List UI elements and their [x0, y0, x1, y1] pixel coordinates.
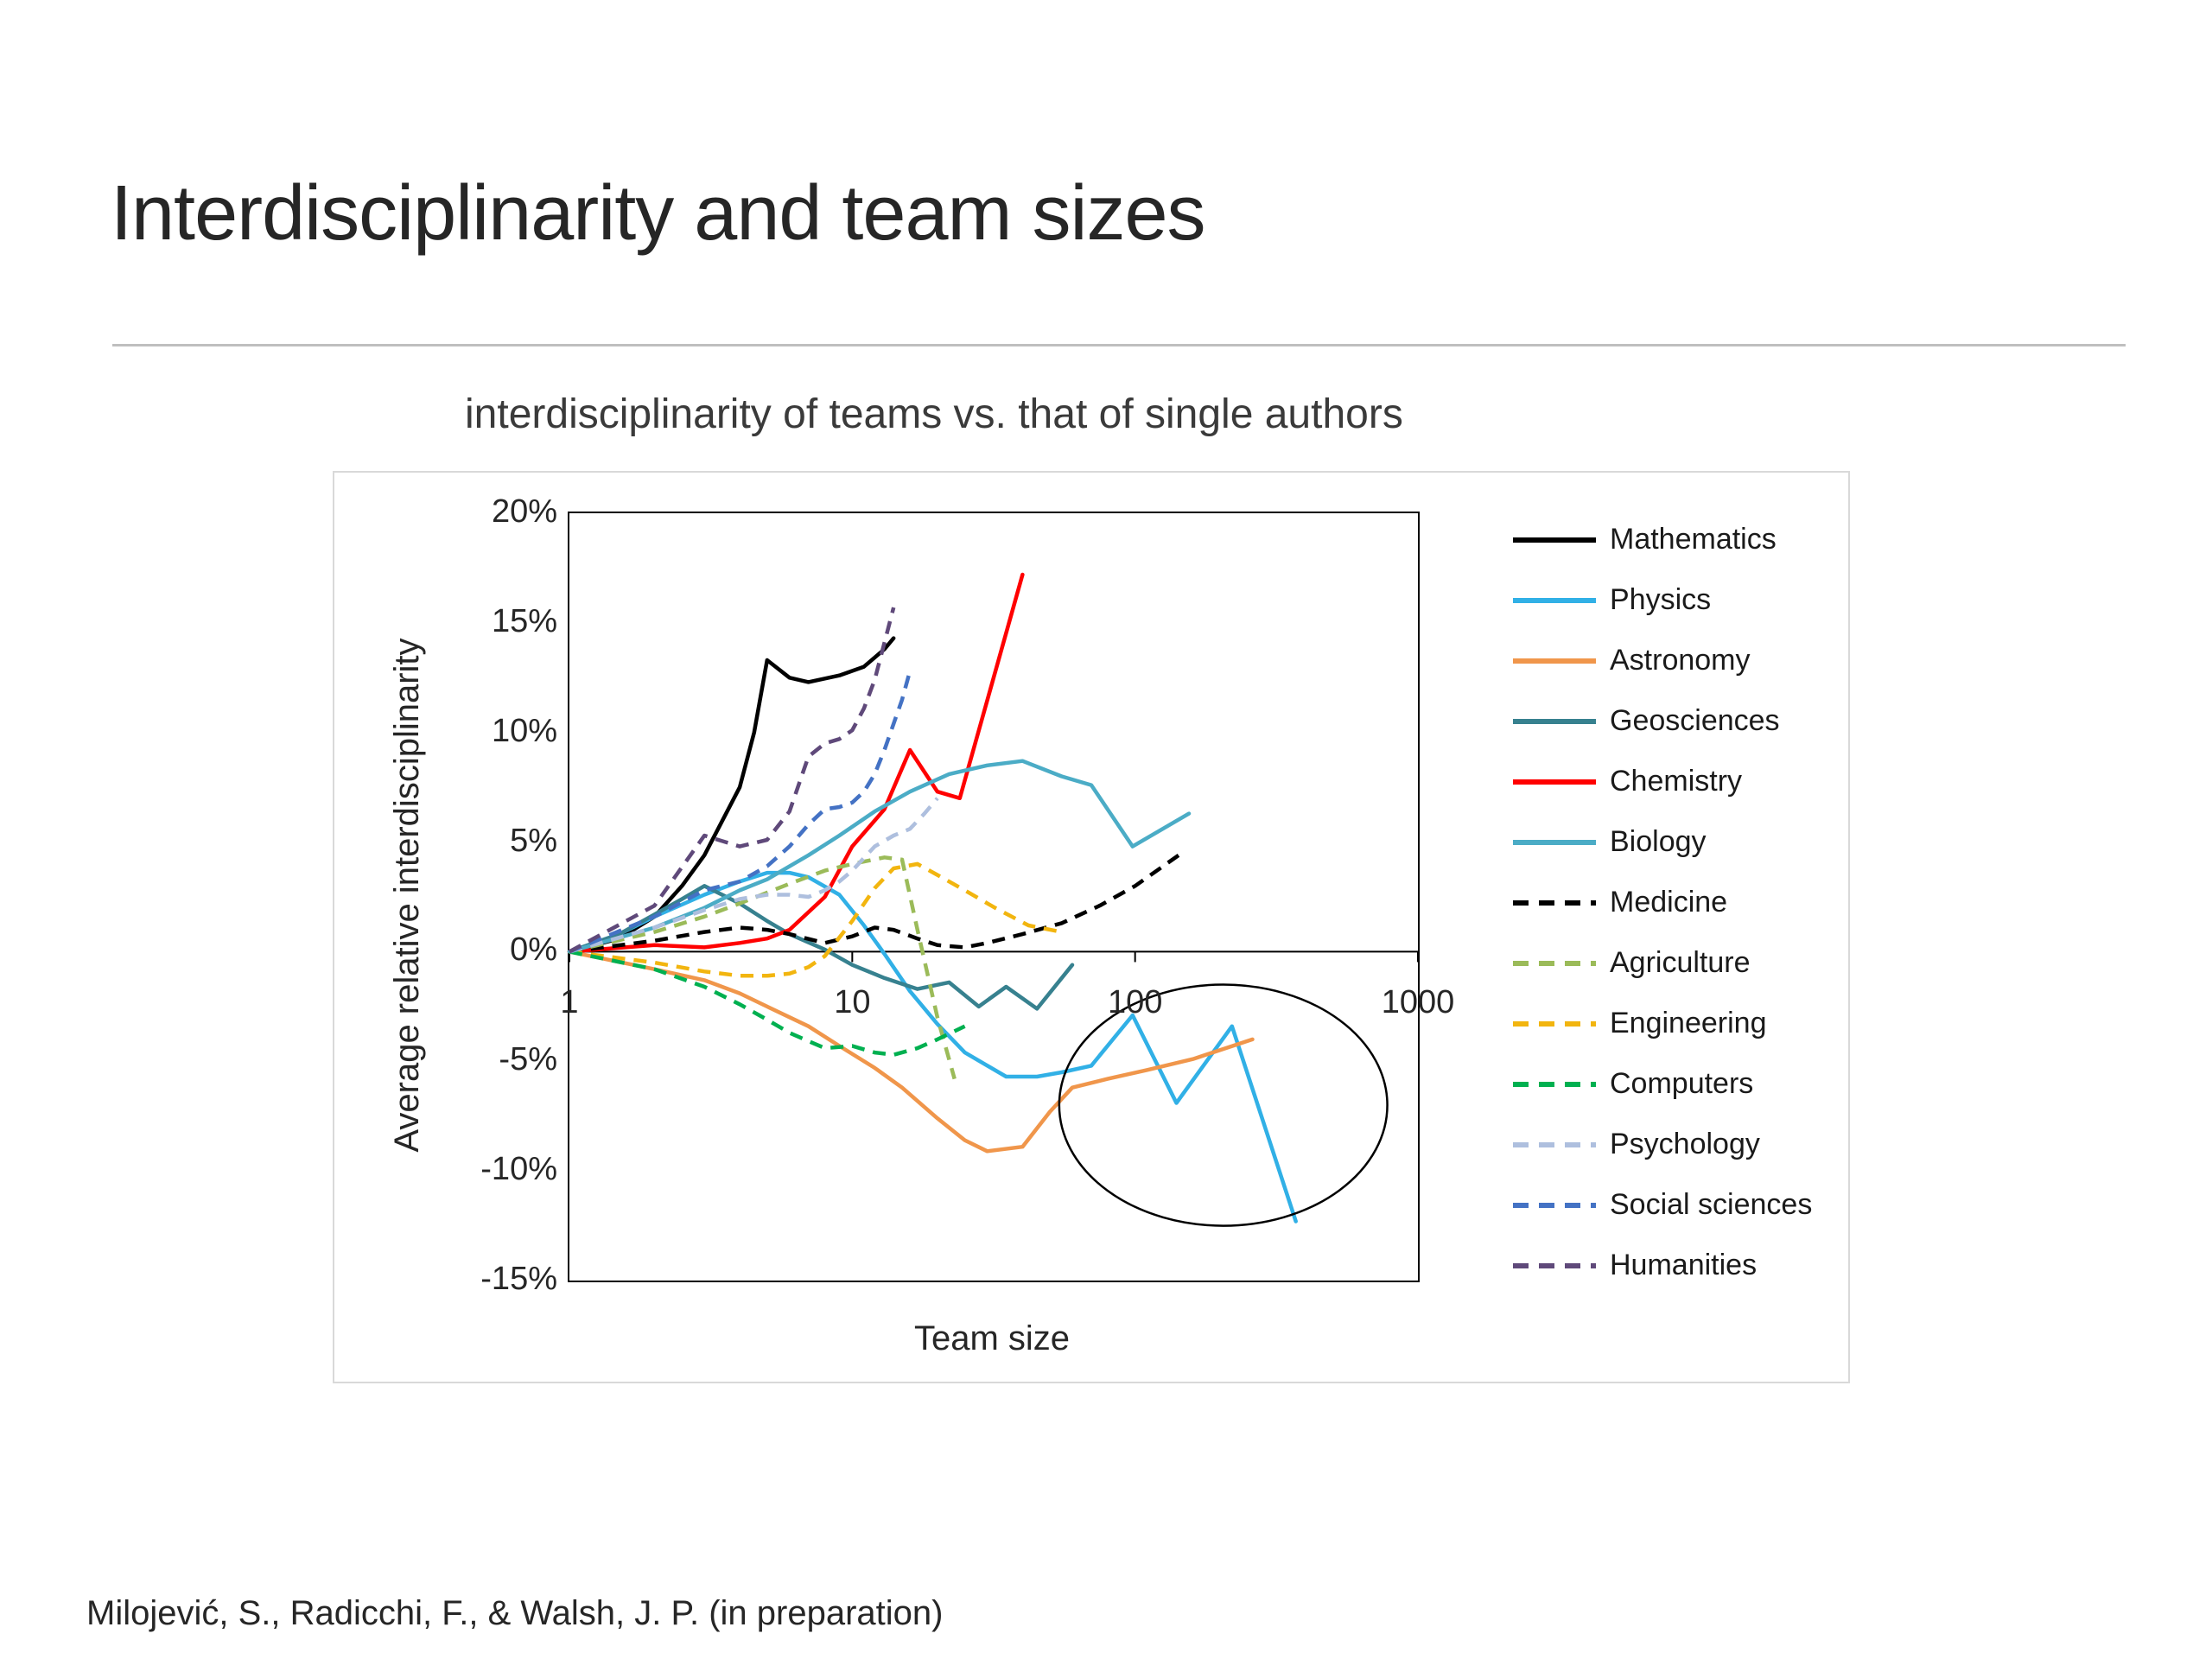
legend-label: Mathematics	[1610, 523, 1777, 556]
series-line-geosciences	[567, 884, 1075, 1011]
y-axis-title: Average relative interdisciplinarity	[388, 638, 426, 1153]
series-line-medicine	[569, 849, 1186, 954]
legend-label: Astronomy	[1610, 644, 1751, 677]
legend-item-physics: Physics	[1511, 583, 1812, 617]
legend-item-agriculture: Agriculture	[1511, 946, 1812, 980]
series-line-biology	[567, 759, 1192, 954]
series-line-chemistry	[567, 572, 1025, 954]
title-divider	[112, 344, 2126, 346]
legend-line-sample	[1513, 839, 1596, 845]
x-axis-title: Team size	[913, 1319, 1071, 1357]
legend-label: Medicine	[1610, 886, 1728, 918]
y-tick-label: -10%	[480, 1151, 557, 1188]
legend-label: Engineering	[1610, 1007, 1767, 1039]
legend-label: Biology	[1610, 825, 1707, 858]
legend-item-biology: Biology	[1511, 825, 1812, 859]
plot-svg	[567, 572, 1419, 1227]
series-line-physics	[567, 870, 1298, 1224]
legend-line-sample	[1513, 1262, 1596, 1268]
y-tick-label: 20%	[491, 493, 557, 530]
y-tick-label: 15%	[491, 602, 557, 639]
annotation-ellipse	[1058, 983, 1389, 1227]
legend-item-engineering: Engineering	[1511, 1007, 1812, 1040]
x-tick-label: 1000	[1381, 984, 1455, 1020]
legend-item-mathematics: Mathematics	[1511, 523, 1812, 556]
legend-label: Social sciences	[1610, 1188, 1813, 1221]
y-tick-label: 5%	[510, 822, 557, 859]
citation: Milojević, S., Radicchi, F., & Walsh, J.…	[86, 1594, 944, 1632]
legend-item-computers: Computers	[1511, 1067, 1812, 1101]
chart-title: interdisciplinarity of teams vs. that of…	[465, 391, 1403, 437]
y-axis-ticks: 20% 15% 10% 5% 0% -5% -10% -15%	[436, 494, 557, 1296]
legend-label: Physics	[1610, 583, 1712, 616]
legend-item-medicine: Medicine	[1511, 886, 1812, 919]
legend-item-geosciences: Geosciences	[1511, 704, 1812, 738]
chart-legend: Mathematics Physics Astronomy Geosciences Ch…	[1511, 523, 1812, 1282]
legend-label: Geosciences	[1610, 704, 1780, 737]
legend-label: Humanities	[1610, 1249, 1758, 1281]
chart-panel: Average relative interdisciplinarity 20%…	[333, 471, 1850, 1383]
legend-item-chemistry: Chemistry	[1511, 765, 1812, 798]
y-tick-label: -5%	[499, 1041, 557, 1078]
y-tick-label: -15%	[480, 1261, 557, 1297]
page-title: Interdisciplinarity and team sizes	[111, 170, 1206, 257]
legend-line-sample	[1513, 1141, 1596, 1147]
legend-line-sample	[1513, 1081, 1596, 1087]
series-line-social-sciences	[569, 671, 912, 954]
legend-line-sample	[1513, 899, 1596, 906]
series-line-computers	[569, 950, 966, 1057]
legend-label: Agriculture	[1610, 946, 1751, 979]
y-tick-label: 10%	[491, 712, 557, 749]
series-line-psychology	[569, 797, 939, 954]
legend-line-sample	[1513, 960, 1596, 966]
series-line-astronomy	[567, 950, 1255, 1154]
legend-label: Psychology	[1610, 1128, 1760, 1160]
legend-line-sample	[1513, 537, 1596, 543]
legend-line-sample	[1513, 1020, 1596, 1027]
legend-item-humanities: Humanities	[1511, 1249, 1812, 1282]
legend-line-sample	[1513, 779, 1596, 785]
legend-label: Computers	[1610, 1067, 1754, 1100]
legend-line-sample	[1513, 718, 1596, 724]
series-line-engineering	[569, 861, 1063, 978]
x-tick-label: 1	[560, 984, 579, 1020]
legend-line-sample	[1513, 658, 1596, 664]
x-tick-label: 10	[834, 984, 871, 1020]
legend-item-psychology: Psychology	[1511, 1128, 1812, 1161]
x-axis-ticks: 1 10 100 1000	[560, 513, 1454, 1281]
y-tick-label: 0%	[510, 931, 557, 969]
legend-line-sample	[1513, 1202, 1596, 1208]
x-tick-label: 100	[1107, 984, 1163, 1020]
legend-item-astronomy: Astronomy	[1511, 644, 1812, 677]
legend-label: Chemistry	[1610, 765, 1743, 798]
series-line-agriculture	[569, 855, 957, 1080]
series-line-humanities	[568, 607, 896, 954]
legend-item-social-sciences: Social sciences	[1511, 1188, 1812, 1222]
legend-line-sample	[1513, 597, 1596, 603]
plot-area: 1 10 100 1000	[560, 512, 1454, 1282]
